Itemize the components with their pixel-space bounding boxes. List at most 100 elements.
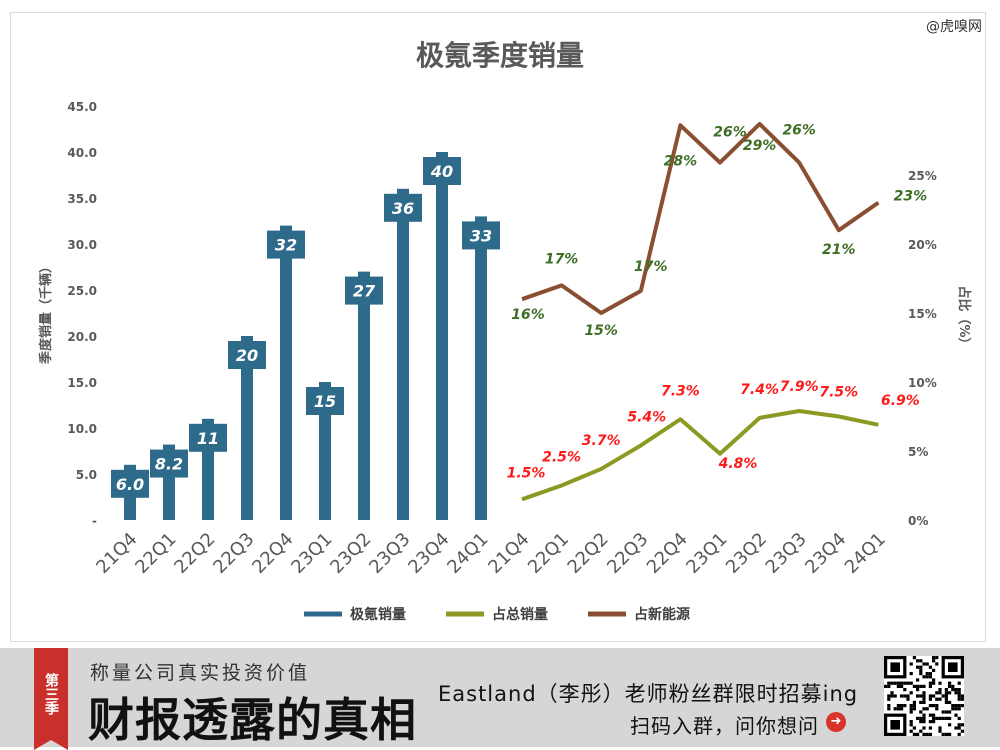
qr-module (935, 656, 939, 660)
watermark: @虎嗅网 (926, 19, 982, 35)
qr-module (896, 704, 900, 708)
qr-module (935, 697, 939, 701)
qr-module (938, 729, 942, 733)
x-tick-label: 22Q1 (131, 529, 180, 578)
bar (280, 225, 292, 520)
qr-module (909, 707, 913, 711)
data-label: 2.5% (542, 450, 581, 466)
data-label-box (267, 230, 305, 259)
qr-module (916, 659, 920, 663)
chart-svg: - 5.0 10.0 15.0 20.0 25.0 30.0 35.0 40.0 45.0 季度销量… (38, 100, 972, 623)
qr-module (938, 691, 942, 695)
data-label: 27 (353, 282, 376, 301)
qr-module (932, 716, 936, 720)
qr-code-icon[interactable] (884, 656, 964, 736)
qr-module (912, 684, 916, 688)
qr-module (919, 700, 923, 704)
data-label-box (111, 469, 149, 498)
qr-module (909, 681, 913, 685)
x-tick-label: 24Q1 (841, 529, 890, 578)
data-label: 11 (197, 429, 219, 448)
y-tick-label: 40.0 (67, 146, 97, 160)
qr-module (922, 732, 926, 736)
qr-module (954, 691, 958, 695)
data-label: 7.3% (661, 383, 700, 399)
bar (436, 152, 448, 520)
qr-module (912, 700, 916, 704)
qr-module (912, 707, 916, 711)
data-label: 7.5% (819, 385, 858, 401)
data-label: 7.4% (740, 382, 779, 398)
qr-module (932, 659, 936, 663)
data-label-box (462, 221, 500, 250)
y-axis-label: 季度销量（千辆） (38, 260, 54, 365)
qr-module (922, 662, 926, 666)
qr-module (922, 713, 926, 717)
x-tick-label: 23Q3 (365, 529, 414, 578)
qr-module (896, 681, 900, 685)
qr-module (887, 697, 891, 701)
qr-module (954, 704, 958, 708)
qr-module (935, 691, 939, 695)
qr-module (932, 704, 936, 708)
qr-module (954, 726, 958, 730)
y-tick-label: 10.0 (67, 422, 97, 436)
bar (475, 216, 487, 520)
qr-module (919, 668, 923, 672)
qr-module (928, 684, 932, 688)
qr-module (944, 697, 948, 701)
qr-module (957, 681, 961, 685)
qr-module (893, 694, 897, 698)
arrow-right-circle-icon[interactable]: ➜ (826, 712, 846, 732)
qr-module (944, 716, 948, 720)
qr-module (935, 707, 939, 711)
y-tick-label: 25.0 (67, 284, 97, 298)
qr-module (960, 723, 964, 727)
qr-module (951, 704, 955, 708)
qr-finder-core (890, 662, 900, 672)
data-label: 3.7% (582, 433, 621, 449)
qr-module (922, 694, 926, 698)
qr-module (948, 710, 952, 714)
qr-module (916, 688, 920, 692)
qr-module (932, 713, 936, 717)
qr-module (916, 684, 920, 688)
qr-module (925, 672, 929, 676)
qr-module (957, 732, 961, 736)
qr-module (948, 691, 952, 695)
qr-module (887, 707, 891, 711)
qr-module (919, 729, 923, 733)
qr-module (909, 672, 913, 676)
qr-module (925, 675, 929, 679)
qr-module (928, 726, 932, 730)
qr-module (935, 662, 939, 666)
data-label: 26% (713, 125, 747, 141)
data-label: 29% (743, 138, 777, 154)
footer-subtitle: 称量公司真实投资价值 (90, 662, 311, 684)
qr-module (922, 720, 926, 724)
qr-module (887, 694, 891, 698)
qr-module (960, 704, 964, 708)
y2-tick-label: 15% (908, 307, 937, 321)
x-tick-label: 23Q3 (762, 529, 811, 578)
left-axis: - 5.0 10.0 15.0 20.0 25.0 30.0 35.0 40.0 45.0 季度销量… (38, 100, 97, 528)
x-tick-label: 24Q1 (443, 529, 492, 578)
qr-module (912, 704, 916, 708)
qr-module (922, 675, 926, 679)
qr-module (890, 694, 894, 698)
data-label-box (345, 276, 383, 305)
qr-module (912, 726, 916, 730)
qr-module (938, 681, 942, 685)
qr-module (954, 688, 958, 692)
qr-module (900, 681, 904, 685)
footer-banner: 第三季 称量公司真实投资价值 财报透露的真相 Eastland（李彤）老师粉丝群… (0, 648, 1000, 750)
qr-module (938, 697, 942, 701)
qr-module (919, 672, 923, 676)
line-series: 1.5%2.5%3.7% 5.4% 7.3% 4.8% 7.4% 7.9% 7.5% 6.9%… (507, 121, 927, 502)
qr-module (957, 694, 961, 698)
qr-module (919, 694, 923, 698)
qr-module (932, 668, 936, 672)
qr-module (919, 659, 923, 663)
qr-module (938, 726, 942, 730)
y-tick-label: 5.0 (76, 468, 97, 482)
